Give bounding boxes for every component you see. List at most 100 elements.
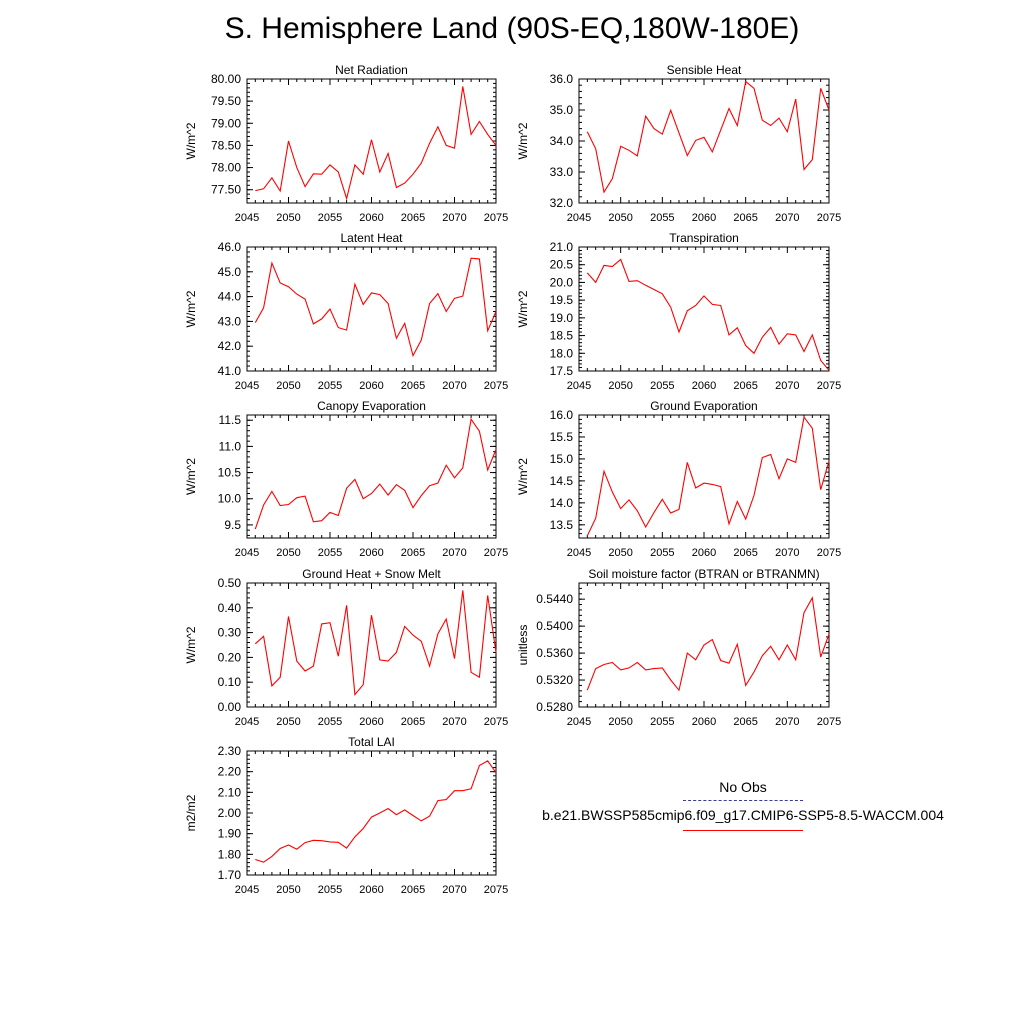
y-tick-label: 2.00 (218, 806, 242, 820)
series-line (254, 590, 497, 696)
x-tick-label: 2070 (775, 212, 799, 224)
x-tick-label: 2070 (442, 884, 466, 896)
x-tick-label: 2075 (817, 547, 841, 559)
x-tick-label: 2075 (484, 547, 508, 559)
x-tick-label: 2065 (733, 380, 757, 392)
y-tick-label: 35.0 (550, 103, 574, 117)
panel-title: Transpiration (669, 231, 739, 245)
x-tick-label: 2060 (692, 212, 716, 224)
chart-panel-9: 2045 2050 2055 2060 2065 2070 2075 1.70 1.80 1.90… (184, 735, 508, 896)
x-tick-label: 2050 (276, 380, 300, 392)
x-tick-label: 2070 (442, 547, 466, 559)
x-tick-label: 2055 (650, 212, 674, 224)
y-tick-label: 10.5 (218, 466, 242, 480)
series-line (254, 257, 497, 358)
y-tick-label: 14.5 (550, 474, 574, 488)
x-tick-label: 2060 (359, 884, 383, 896)
x-tick-label: 2050 (608, 547, 632, 559)
x-tick-label: 2055 (318, 547, 342, 559)
panel-title: Total LAI (348, 735, 395, 749)
plot-frame (578, 414, 830, 539)
chart-panel-7: 2045 2050 2055 2060 2065 2070 2075 0.00 0.10 0.20… (184, 567, 508, 728)
x-tick-label: 2050 (276, 884, 300, 896)
x-tick-label: 2050 (276, 716, 300, 728)
x-tick-label: 2070 (775, 716, 799, 728)
x-tick-label: 2055 (318, 380, 342, 392)
y-tick-label: 78.50 (211, 138, 241, 152)
y-tick-label: 33.0 (550, 165, 574, 179)
y-tick-label: 78.00 (211, 161, 241, 175)
series-line (255, 86, 497, 201)
y-tick-label: 11.0 (219, 439, 242, 453)
y-axis-label: W/m^2 (516, 122, 530, 159)
panel-title: Ground Evaporation (650, 399, 757, 413)
plot-frame (246, 246, 497, 372)
y-tick-label: 2.20 (218, 765, 242, 779)
panel-title: Soil moisture factor (BTRAN or BTRANMN) (588, 567, 819, 581)
y-axis-label: unitless (516, 625, 530, 666)
x-tick-label: 2045 (567, 212, 591, 224)
x-tick-label: 2060 (359, 212, 383, 224)
y-tick-label: 0.00 (218, 700, 242, 714)
y-tick-label: 13.5 (550, 518, 574, 532)
panel-title: Canopy Evaporation (317, 399, 426, 413)
x-tick-label: 2050 (608, 212, 632, 224)
x-tick-label: 2075 (484, 212, 508, 224)
y-tick-label: 79.00 (211, 116, 241, 130)
x-tick-label: 2055 (650, 547, 674, 559)
y-axis-label: W/m^2 (184, 458, 198, 495)
y-tick-label: 43.0 (218, 314, 242, 328)
y-tick-label: 80.00 (211, 72, 241, 86)
y-tick-label: 0.5320 (536, 673, 573, 687)
x-tick-label: 2065 (401, 380, 425, 392)
x-tick-label: 2050 (276, 212, 300, 224)
y-tick-label: 77.50 (211, 183, 241, 197)
x-tick-label: 2075 (484, 884, 508, 896)
y-tick-label: 9.5 (224, 518, 241, 532)
x-tick-label: 2045 (567, 380, 591, 392)
panel-title: Ground Heat + Snow Melt (302, 567, 441, 581)
y-tick-label: 0.40 (218, 601, 242, 615)
x-tick-label: 2045 (235, 547, 259, 559)
x-tick-label: 2060 (359, 716, 383, 728)
page-title: S. Hemisphere Land (90S-EQ,180W-180E) (224, 12, 800, 45)
plot-frame (578, 78, 830, 204)
y-axis-label: W/m^2 (516, 458, 530, 495)
y-tick-label: 2.10 (218, 785, 242, 799)
y-tick-label: 0.5400 (536, 619, 573, 633)
y-tick-label: 42.0 (218, 339, 242, 353)
panel-title: Latent Heat (340, 231, 403, 245)
x-tick-label: 2045 (235, 716, 259, 728)
y-axis-label: W/m^2 (184, 626, 198, 663)
x-tick-label: 2070 (442, 212, 466, 224)
y-tick-label: 18.5 (550, 329, 574, 343)
x-tick-label: 2045 (235, 380, 259, 392)
chart-panel-1: 2045 2050 2055 2060 2065 2070 2075 77.50 78.00 78… (184, 63, 508, 224)
x-tick-label: 2060 (359, 380, 383, 392)
chart-panel-4: 2045 2050 2055 2060 2065 2070 2075 17.5 18.0 18.5… (516, 231, 841, 392)
x-tick-label: 2075 (817, 716, 841, 728)
y-tick-label: 19.5 (550, 293, 574, 307)
y-tick-label: 0.5280 (536, 700, 573, 714)
x-tick-label: 2050 (276, 547, 300, 559)
chart-panel-8: 2045 2050 2055 2060 2065 2070 2075 0.5280 0.5320… (516, 567, 841, 728)
x-tick-label: 2045 (235, 212, 259, 224)
x-tick-label: 2065 (401, 547, 425, 559)
y-tick-label: 0.50 (218, 576, 242, 590)
x-tick-label: 2045 (235, 884, 259, 896)
series-line (255, 760, 497, 863)
chart-panel-2: 2045 2050 2055 2060 2065 2070 2075 32.0 33.0 34.0… (516, 63, 841, 224)
x-tick-label: 2075 (484, 716, 508, 728)
x-tick-label: 2075 (484, 380, 508, 392)
x-tick-label: 2070 (775, 547, 799, 559)
y-tick-label: 1.80 (218, 847, 242, 861)
y-tick-label: 15.5 (550, 430, 574, 444)
x-tick-label: 2045 (567, 547, 591, 559)
chart-panel-6: 2045 2050 2055 2060 2065 2070 2075 13.5 14.0 14.5… (516, 399, 841, 559)
y-tick-label: 15.0 (550, 452, 574, 466)
y-axis-label: W/m^2 (184, 122, 198, 159)
y-tick-label: 45.0 (218, 265, 242, 279)
y-tick-label: 18.0 (550, 346, 574, 360)
x-tick-label: 2065 (401, 884, 425, 896)
